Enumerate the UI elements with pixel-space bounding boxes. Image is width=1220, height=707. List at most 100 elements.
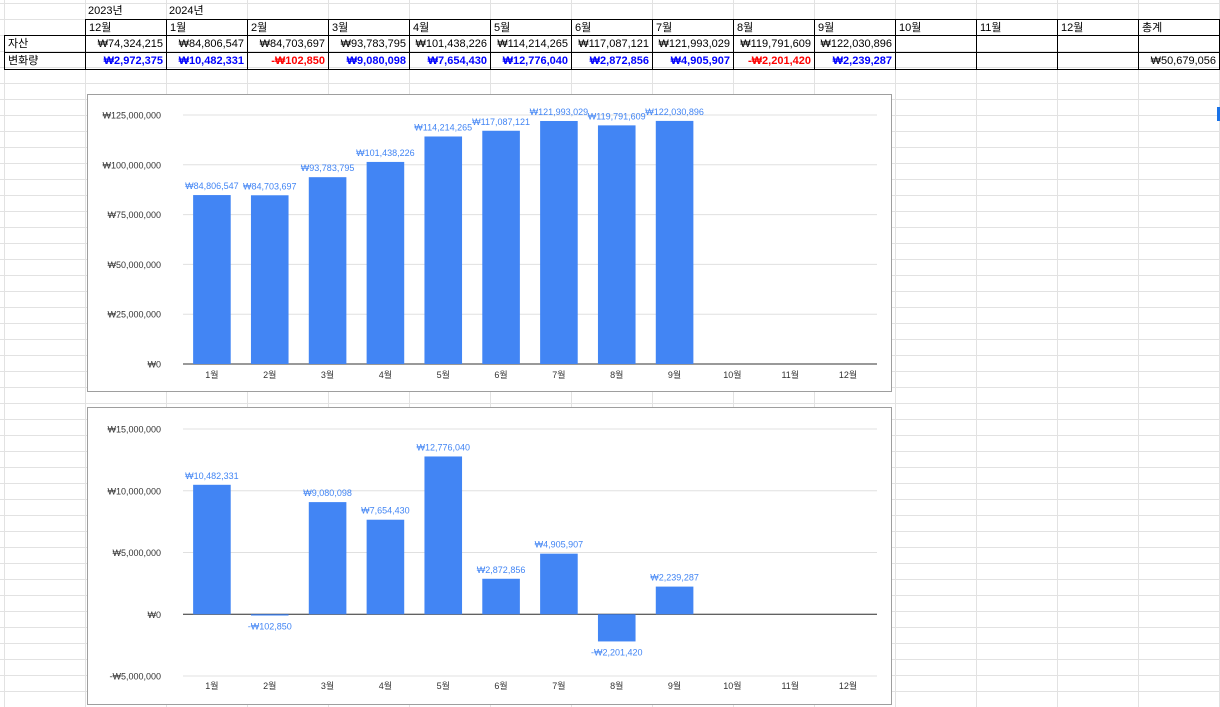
month-header[interactable]: 6월: [571, 19, 652, 36]
table-cell[interactable]: ₩114,214,265: [490, 35, 571, 52]
row-label[interactable]: 자산: [4, 35, 85, 52]
x-tick-label: 12월: [839, 680, 857, 691]
data-label: ₩2,239,287: [650, 573, 699, 583]
data-label: ₩121,993,029: [530, 107, 589, 117]
y-tick-label: -₩5,000,000: [109, 672, 161, 682]
month-header[interactable]: 3월: [328, 19, 409, 36]
scroll-indicator[interactable]: [1217, 107, 1220, 121]
x-tick-label: 12월: [839, 369, 857, 380]
change-chart[interactable]: -₩5,000,000 ₩0 ₩5,000,000 ₩10,000,000 ₩15,00…: [87, 407, 892, 705]
month-header[interactable]: 10월: [895, 19, 976, 36]
x-tick-label: 2월: [263, 680, 276, 691]
table-bottom-border: [4, 69, 1219, 70]
table-cell[interactable]: ₩4,905,907: [652, 52, 733, 69]
x-tick-label: 11월: [781, 369, 799, 380]
y-tick-label: ₩25,000,000: [107, 310, 161, 320]
month-header[interactable]: 총계: [1138, 19, 1219, 36]
data-label: ₩2,872,856: [477, 565, 526, 575]
table-cell[interactable]: ₩119,791,609: [733, 35, 814, 52]
table-cell[interactable]: [976, 35, 1057, 52]
month-header[interactable]: 9월: [814, 19, 895, 36]
month-header[interactable]: 12월: [85, 19, 166, 36]
x-tick-label: 1월: [205, 680, 218, 691]
x-tick-label: 2월: [263, 369, 276, 380]
y-tick-label: ₩50,000,000: [107, 260, 161, 270]
bar: [424, 136, 463, 364]
bar: [655, 586, 694, 615]
table-cell[interactable]: [895, 35, 976, 52]
data-label: ₩117,087,121: [472, 117, 530, 127]
bar: [655, 120, 694, 364]
table-cell[interactable]: ₩93,783,795: [328, 35, 409, 52]
table-cell[interactable]: ₩10,482,331: [166, 52, 247, 69]
bar: [250, 614, 289, 616]
month-header[interactable]: 8월: [733, 19, 814, 36]
table-cell[interactable]: ₩122,030,896: [814, 35, 895, 52]
table-cell[interactable]: ₩7,654,430: [409, 52, 490, 69]
table-cell[interactable]: [1057, 52, 1138, 69]
month-header[interactable]: 2월: [247, 19, 328, 36]
table-cell[interactable]: ₩12,776,040: [490, 52, 571, 69]
table-cell[interactable]: ₩74,324,215: [85, 35, 166, 52]
data-label: ₩122,030,896: [645, 107, 704, 117]
table-cell[interactable]: ₩101,438,226: [409, 35, 490, 52]
asset-chart[interactable]: ₩0 ₩25,000,000 ₩50,000,000 ₩75,000,000 ₩100,…: [87, 94, 892, 392]
bar: [250, 195, 289, 364]
data-label: ₩7,654,430: [361, 506, 410, 516]
x-tick-label: 1월: [205, 369, 218, 380]
data-label: ₩101,438,226: [356, 148, 415, 158]
year-label-2024[interactable]: 2024년: [169, 5, 204, 17]
x-tick-label: 10월: [723, 369, 741, 380]
data-label: -₩102,850: [248, 622, 292, 632]
x-tick-label: 5월: [437, 369, 450, 380]
row-label[interactable]: 변화량: [4, 52, 85, 69]
month-header[interactable]: 1월: [166, 19, 247, 36]
y-tick-label: ₩10,000,000: [107, 486, 161, 496]
month-header[interactable]: 7월: [652, 19, 733, 36]
table-cell[interactable]: ₩2,972,375: [85, 52, 166, 69]
table-cell[interactable]: [1057, 35, 1138, 52]
table-cell[interactable]: ₩2,239,287: [814, 52, 895, 69]
data-label: ₩119,791,609: [588, 111, 646, 121]
y-tick-label: ₩0: [148, 610, 162, 620]
bar: [308, 177, 347, 364]
table-cell[interactable]: [1138, 35, 1219, 52]
table-cell[interactable]: ₩84,806,547: [166, 35, 247, 52]
month-header[interactable]: 4월: [409, 19, 490, 36]
table-cell[interactable]: [976, 52, 1057, 69]
x-tick-label: 6월: [494, 369, 507, 380]
bar: [482, 578, 520, 615]
table-cell[interactable]: ₩2,872,856: [571, 52, 652, 69]
bar: [308, 502, 347, 615]
x-tick-label: 6월: [494, 680, 507, 691]
x-tick-label: 3월: [321, 369, 334, 380]
x-tick-label: 9월: [668, 680, 681, 691]
x-tick-label: 10월: [723, 680, 741, 691]
month-header[interactable]: 12월: [1057, 19, 1138, 36]
month-header[interactable]: 11월: [976, 19, 1057, 36]
data-label: ₩114,214,265: [414, 122, 472, 132]
data-label: ₩84,806,547: [185, 181, 239, 191]
table-cell[interactable]: [895, 52, 976, 69]
change-chart-svg: -₩5,000,000 ₩0 ₩5,000,000 ₩10,000,000 ₩15,00…: [107, 425, 877, 691]
table-cell[interactable]: ₩121,993,029: [652, 35, 733, 52]
table-cell[interactable]: ₩117,087,121: [571, 35, 652, 52]
month-header[interactable]: 5월: [490, 19, 571, 36]
x-tick-label: 7월: [552, 680, 565, 691]
bar: [366, 161, 405, 364]
x-tick-label: 4월: [379, 680, 392, 691]
data-label: ₩93,783,795: [301, 163, 355, 173]
table-cell[interactable]: -₩102,850: [247, 52, 328, 69]
table-cell[interactable]: ₩50,679,056: [1138, 52, 1219, 69]
data-label: -₩2,201,420: [591, 647, 643, 657]
year-label-2023[interactable]: 2023년: [88, 5, 123, 17]
table-cell[interactable]: ₩84,703,697: [247, 35, 328, 52]
data-label: ₩4,905,907: [535, 540, 584, 550]
data-label: ₩12,776,040: [416, 442, 470, 452]
table-cell[interactable]: -₩2,201,420: [733, 52, 814, 69]
bar: [366, 519, 405, 615]
y-tick-label: ₩75,000,000: [107, 210, 161, 220]
bar: [540, 553, 578, 615]
x-tick-label: 8월: [610, 680, 623, 691]
table-cell[interactable]: ₩9,080,098: [328, 52, 409, 69]
